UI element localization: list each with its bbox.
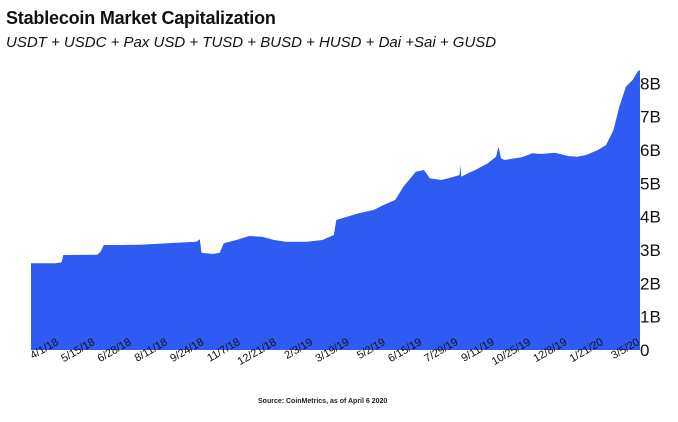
y-tick-label: 3B xyxy=(640,241,661,260)
source-note: Source: CoinMetrics, as of April 6 2020 xyxy=(258,398,388,405)
y-tick-label: 1B xyxy=(640,308,661,327)
y-tick-label: 7B xyxy=(640,108,661,127)
y-tick-label: 2B xyxy=(640,274,661,293)
chart-subtitle: USDT + USDC + Pax USD + TUSD + BUSD + HU… xyxy=(6,34,497,51)
y-tick-label: 5B xyxy=(640,174,661,193)
y-tick-label: 8B xyxy=(640,74,661,93)
chart-title: Stablecoin Market Capitalization xyxy=(6,8,276,28)
y-tick-label: 4B xyxy=(640,208,661,227)
y-tick-label: 0 xyxy=(640,341,649,360)
y-tick-label: 6B xyxy=(640,141,661,160)
area-series xyxy=(31,70,640,350)
